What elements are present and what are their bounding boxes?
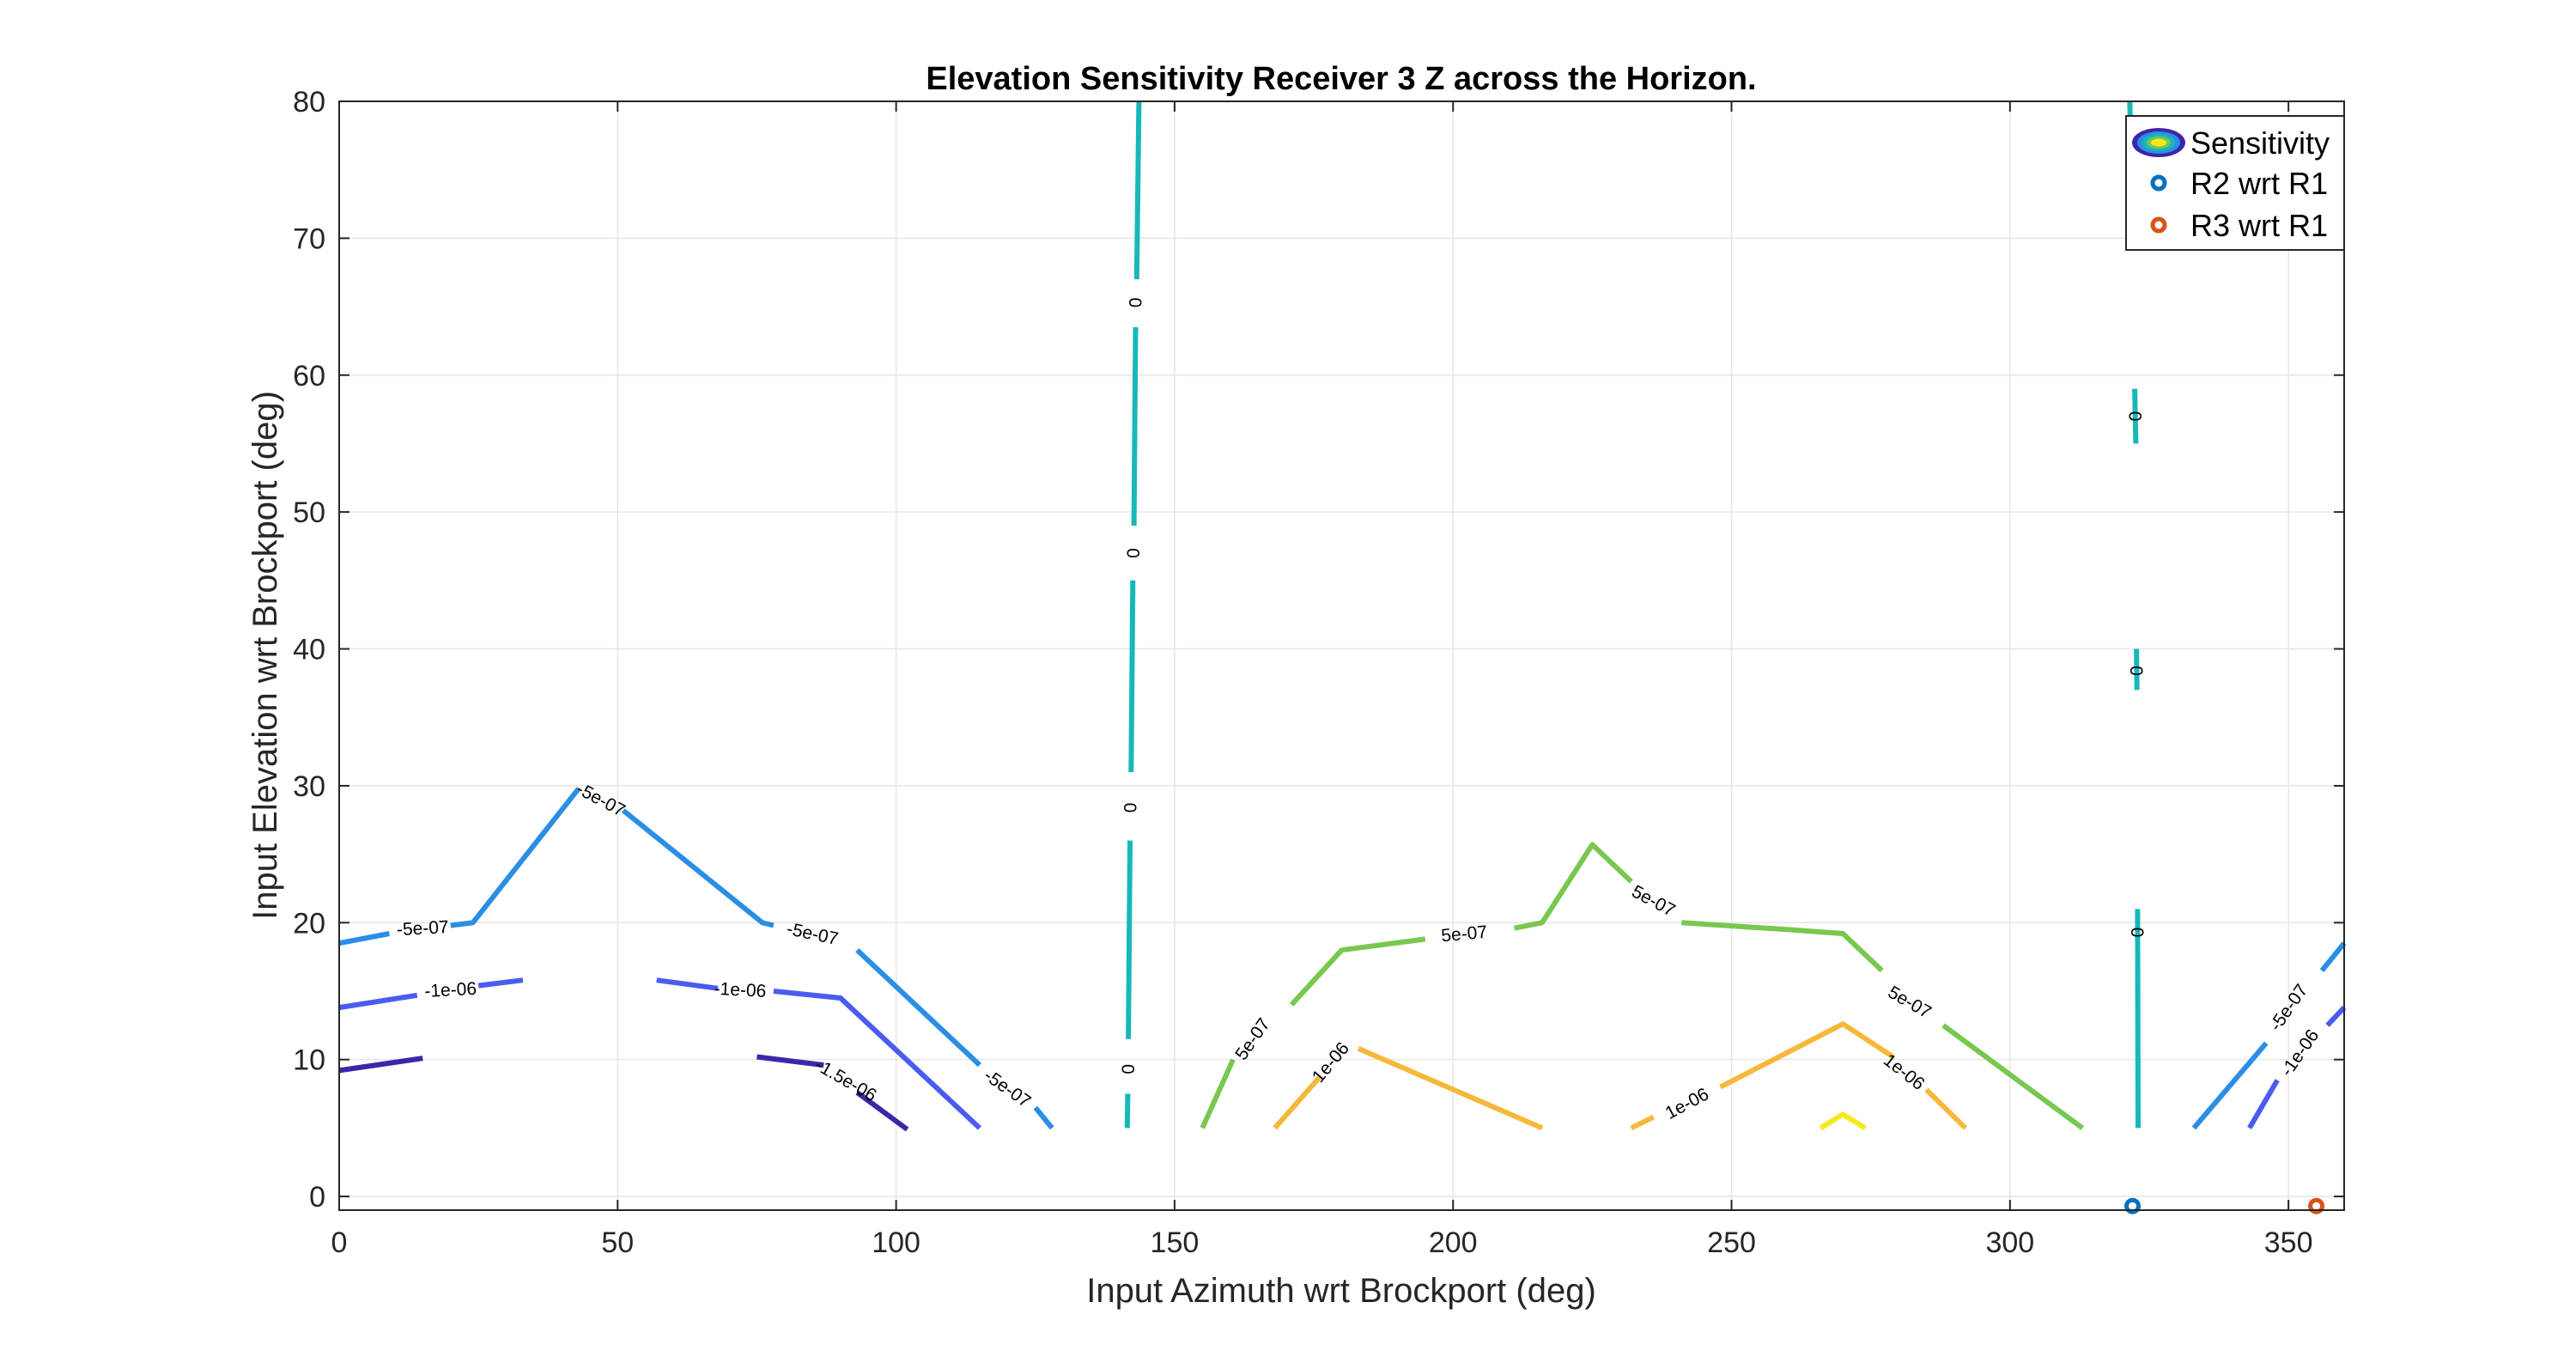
x-tick-label: 0 <box>331 1226 348 1259</box>
x-tick-label: 250 <box>1707 1226 1756 1259</box>
contour-line-1e-06 <box>1357 1046 1544 1131</box>
contour-line--1e-06 <box>2247 1079 2280 1129</box>
contour-line--5e-07 <box>2319 941 2347 972</box>
y-axis-label: Input Elevation wrt Brockport (deg) <box>246 391 284 920</box>
contour-label: 0 <box>1124 548 1144 558</box>
contour-line-1.5e-06 <box>1819 1111 1867 1130</box>
contour-label: -5e-07 <box>396 917 449 940</box>
contour-line--1e-06 <box>773 989 981 1130</box>
x-axis-label: Input Azimuth wrt Brockport (deg) <box>1086 1272 1596 1310</box>
contour-label: 0 <box>1126 297 1145 307</box>
contour-line-1e-06 <box>1924 1087 1968 1130</box>
contour-line-5e-07 <box>1200 1058 1236 1129</box>
contour-line--1.5e-06 <box>756 1054 824 1068</box>
contour-line--5e-07 <box>338 931 390 946</box>
contour-label: 0 <box>2126 411 2146 422</box>
contour-line--1e-06 <box>2325 1006 2347 1027</box>
contour-line-0 <box>2134 648 2140 691</box>
contour-line--5e-07 <box>1033 1105 1054 1130</box>
x-tick-label: 300 <box>1985 1226 2034 1259</box>
contour-line-1e-06 <box>1630 1114 1656 1131</box>
y-tick-label: 70 <box>293 222 325 255</box>
y-tick-label: 30 <box>293 770 325 803</box>
y-tick-label: 20 <box>293 907 325 940</box>
contour-line--5e-07 <box>450 787 581 928</box>
x-tick-label: 200 <box>1429 1226 1478 1259</box>
contour-line-0 <box>2135 909 2141 1129</box>
contour-label: 5e-07 <box>1440 922 1488 946</box>
contour-line-5e-07 <box>1514 842 1633 931</box>
contour-line-0 <box>2132 388 2139 444</box>
contour-line--1.5e-06 <box>855 1090 909 1132</box>
y-tick-label: 50 <box>293 496 325 529</box>
ticks: 0 50 100 150 200 250 300 350 0 10 20 30 40 50 60 70 80 <box>293 86 2344 1259</box>
contour-line--5e-07 <box>2191 1041 2269 1130</box>
contour-line-1e-06 <box>1719 1021 1895 1090</box>
scatter-markers <box>2124 1197 2325 1214</box>
x-tick-label: 350 <box>2264 1226 2313 1259</box>
contour-line--5e-07 <box>855 948 981 1068</box>
contour-label: -1e-06 <box>714 979 767 1001</box>
contour-label: 0 <box>2128 666 2148 676</box>
contour-line-5e-07 <box>1941 1023 2084 1130</box>
contour-line-1e-06 <box>1273 1075 1321 1130</box>
legend: Sensitivity R2 wrt R1 R3 wrt R1 <box>2125 115 2345 251</box>
marker-r3-wrt-r1 <box>2308 1197 2325 1214</box>
x-tick-label: 50 <box>601 1226 634 1259</box>
legend-label-r2: R2 wrt R1 <box>2190 166 2328 201</box>
y-tick-label: 40 <box>293 634 325 666</box>
contour-label: 0 <box>1121 803 1141 813</box>
legend-label-sensitivity: Sensitivity <box>2190 125 2330 161</box>
marker-r2-wrt-r1 <box>2124 1197 2142 1214</box>
contour-line-5e-07 <box>1289 936 1426 1007</box>
contour-line--1e-06 <box>656 977 719 991</box>
contour-line--1.5e-06 <box>338 1056 423 1074</box>
y-tick-label: 0 <box>309 1181 325 1214</box>
contour-line-0 <box>1126 840 1133 1039</box>
contour-label: -1e-06 <box>424 979 477 1001</box>
legend-label-r3: R3 wrt R1 <box>2190 208 2328 243</box>
y-tick-label: 60 <box>293 360 325 393</box>
legend-sensitivity-icon <box>2132 128 2185 157</box>
contour-line-0 <box>1133 100 1142 280</box>
y-tick-label: 80 <box>293 86 325 119</box>
y-tick-label: 10 <box>293 1044 325 1077</box>
contour-label: 0 <box>1119 1064 1139 1074</box>
axes-box <box>338 100 2345 1211</box>
chart-title: Elevation Sensitivity Receiver 3 Z acros… <box>926 61 1756 97</box>
contour-line--5e-07 <box>621 808 775 928</box>
contour-line--1e-06 <box>477 977 524 989</box>
legend-marker-r3 <box>2150 216 2167 234</box>
x-tick-label: 100 <box>872 1226 920 1259</box>
contour-label: 0 <box>2128 928 2148 938</box>
contour-line-5e-07 <box>1681 920 1884 973</box>
contour-line-0 <box>1128 580 1136 773</box>
contour-line-0 <box>1131 326 1139 526</box>
contour-line-0 <box>1124 1093 1131 1129</box>
x-tick-label: 150 <box>1151 1226 1200 1259</box>
contour-line--1e-06 <box>338 992 418 1011</box>
legend-marker-r2 <box>2150 174 2167 192</box>
